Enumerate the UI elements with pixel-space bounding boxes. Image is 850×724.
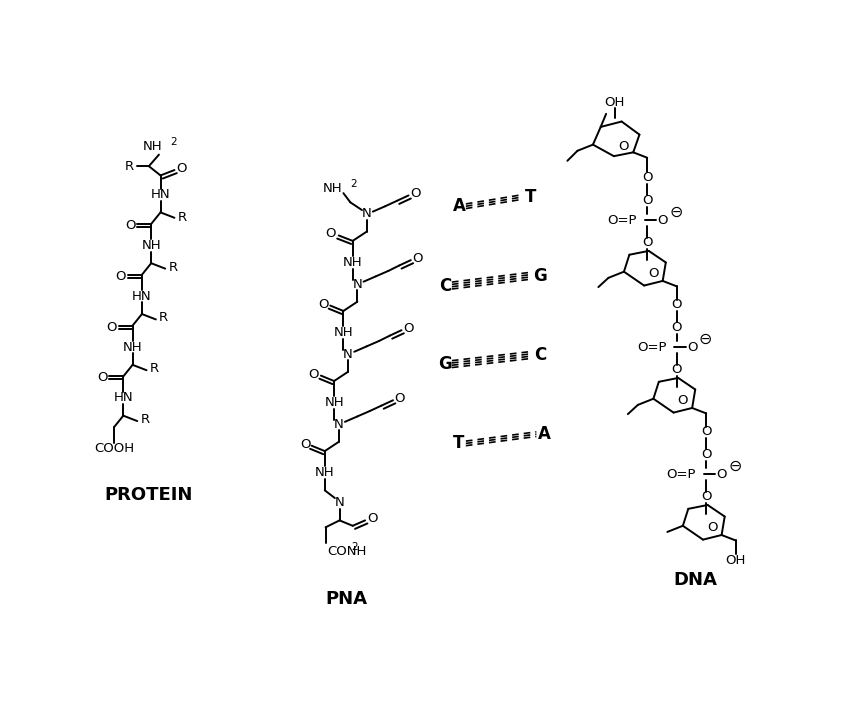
Text: N: N [334,418,343,431]
Text: O: O [657,214,668,227]
Text: O: O [309,368,320,381]
Text: O: O [672,363,682,376]
Text: R: R [178,211,187,224]
Text: R: R [159,311,168,324]
Text: O: O [403,322,414,335]
Text: O: O [411,188,421,201]
Text: R: R [140,413,150,426]
Text: O: O [318,298,328,311]
Text: O: O [717,468,727,481]
Text: A: A [452,197,465,215]
Text: NH: NH [325,396,344,409]
Text: O: O [125,219,135,232]
Text: NH: NH [315,466,335,479]
Text: NH: NH [343,256,362,269]
Text: G: G [438,355,452,373]
Text: N: N [362,208,371,220]
Text: CONH: CONH [327,544,366,557]
Text: O: O [106,321,117,334]
Text: T: T [453,434,465,452]
Text: O: O [672,298,682,311]
Text: ⊖: ⊖ [669,205,683,220]
Text: O: O [176,162,187,175]
Text: HN: HN [114,392,133,405]
Text: C: C [439,277,451,295]
Text: DNA: DNA [673,571,717,589]
Text: C: C [534,346,547,364]
Text: 2: 2 [350,179,357,189]
Text: O: O [116,270,126,283]
Text: NH: NH [333,326,354,339]
Text: HN: HN [132,290,151,303]
Text: O: O [642,172,653,184]
Text: O: O [367,513,377,526]
Text: O: O [394,392,405,405]
Text: O: O [701,448,711,461]
Text: 2: 2 [171,138,177,147]
Text: PNA: PNA [326,590,367,608]
Text: T: T [524,188,536,206]
Text: O: O [677,394,688,407]
Text: PROTEIN: PROTEIN [105,486,193,504]
Text: O: O [672,321,682,334]
Text: R: R [125,160,134,173]
Text: O: O [642,236,653,249]
Text: O=P: O=P [666,468,696,481]
Text: ⊖: ⊖ [728,459,741,474]
Text: O: O [97,371,108,384]
Text: OH: OH [725,554,745,567]
Text: NH: NH [323,182,343,195]
Text: N: N [335,496,344,509]
Text: O: O [687,340,697,353]
Text: R: R [168,261,178,274]
Text: NH: NH [141,239,161,252]
Text: O: O [707,521,717,534]
Text: O: O [701,425,711,438]
Text: O: O [642,194,653,207]
Text: 2: 2 [351,542,358,552]
Text: A: A [538,425,551,443]
Text: NH: NH [122,340,143,353]
Text: O: O [412,252,423,265]
Text: O: O [618,140,628,153]
Text: COOH: COOH [94,442,134,455]
Text: O=P: O=P [608,214,638,227]
Text: O: O [300,438,310,450]
Text: G: G [534,266,547,285]
Text: NH: NH [143,140,163,153]
Text: N: N [343,348,353,361]
Text: N: N [353,277,362,290]
Text: ⊖: ⊖ [699,332,712,347]
Text: O: O [701,490,711,503]
Text: OH: OH [604,96,625,109]
Text: O=P: O=P [637,340,666,353]
Text: O: O [326,227,337,240]
Text: HN: HN [150,188,170,201]
Text: O: O [649,266,659,279]
Text: R: R [150,362,159,375]
